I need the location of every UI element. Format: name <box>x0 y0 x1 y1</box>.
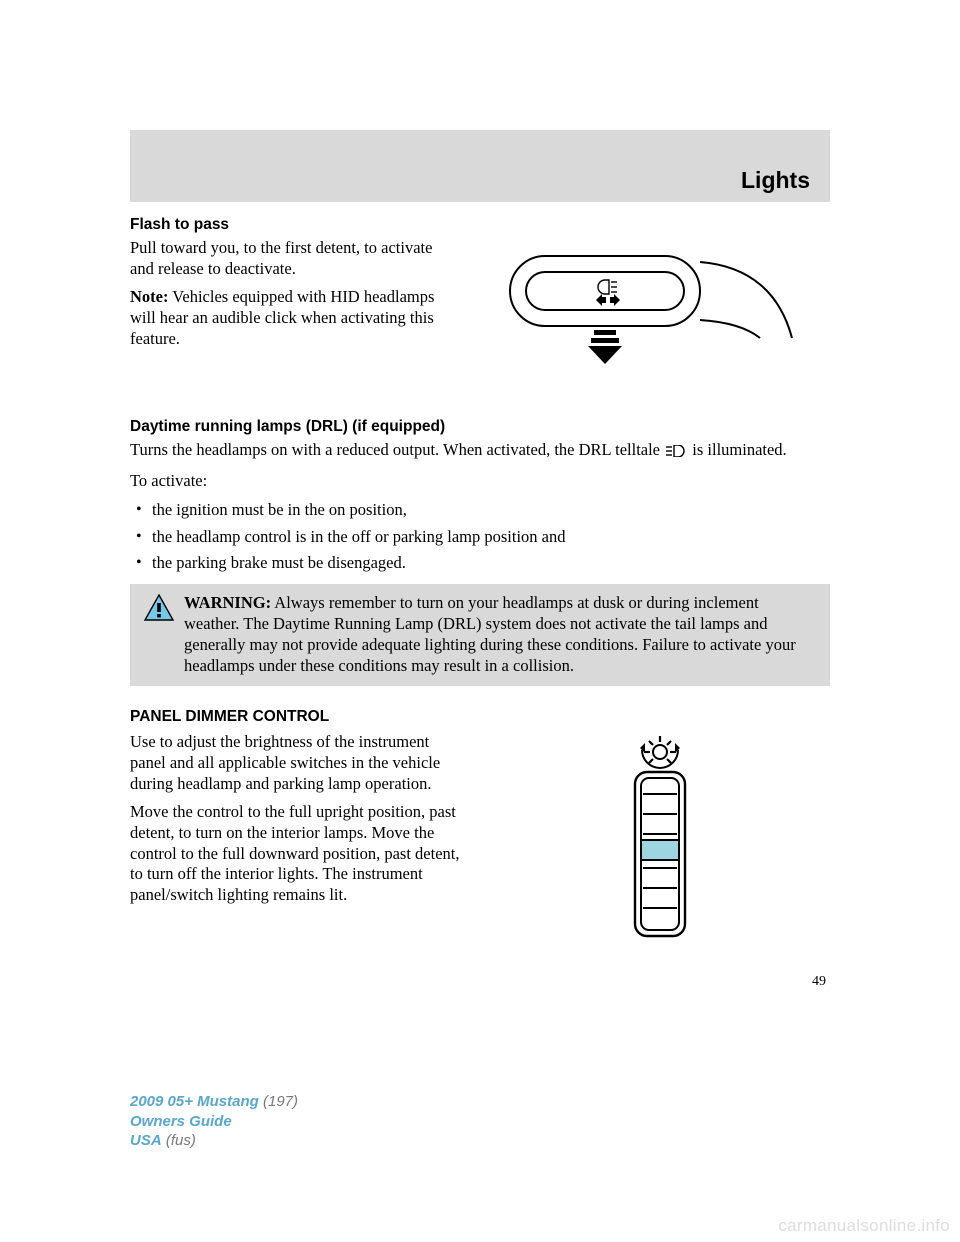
dimmer-p2: Move the control to the full upright pos… <box>130 802 460 905</box>
watermark: carmanualsonline.info <box>778 1216 950 1236</box>
page-content: Lights Flash to pass Pull toward you, to… <box>130 130 830 990</box>
dimmer-text-column: Use to adjust the brightness of the inst… <box>130 732 460 913</box>
flash-section: Pull toward you, to the first detent, to… <box>130 238 830 388</box>
header-band: Lights <box>130 130 830 202</box>
dimmer-heading: PANEL DIMMER CONTROL <box>130 708 830 726</box>
drl-bullets: the ignition must be in the on position,… <box>130 499 830 574</box>
note-body: Vehicles equipped with HID headlamps wil… <box>130 287 434 347</box>
dimmer-figure <box>490 732 830 946</box>
footer-region-code: (fus) <box>162 1132 196 1149</box>
warning-triangle-icon <box>144 594 174 622</box>
flash-p1: Pull toward you, to the first detent, to… <box>130 238 450 279</box>
dimmer-section: Use to adjust the brightness of the inst… <box>130 732 830 946</box>
footer-line-3: USA (fus) <box>130 1131 298 1151</box>
drl-bullet-1: the ignition must be in the on position, <box>130 499 830 521</box>
footer-model: 2009 05+ Mustang <box>130 1093 259 1110</box>
warning-label: WARNING: <box>184 593 271 612</box>
doc-footer: 2009 05+ Mustang (197) Owners Guide USA … <box>130 1092 298 1151</box>
footer-guide: Owners Guide <box>130 1112 298 1132</box>
drl-activate-label: To activate: <box>130 471 830 492</box>
warning-text: WARNING: Always remember to turn on your… <box>184 592 816 676</box>
flash-heading: Flash to pass <box>130 216 830 234</box>
dimmer-control-icon <box>605 736 715 946</box>
footer-line-1: 2009 05+ Mustang (197) <box>130 1092 298 1112</box>
page-title: Lights <box>741 167 810 194</box>
footer-region: USA <box>130 1132 162 1149</box>
flash-text-column: Pull toward you, to the first detent, to… <box>130 238 450 357</box>
drl-bullet-3: the parking brake must be disengaged. <box>130 552 830 574</box>
footer-model-code: (197) <box>259 1093 298 1110</box>
flash-note: Note: Vehicles equipped with HID headlam… <box>130 287 450 349</box>
drl-p1b: is illuminated. <box>688 440 787 459</box>
note-label: Note: <box>130 287 168 306</box>
drl-telltale-icon <box>666 442 686 463</box>
drl-bullet-2: the headlamp control is in the off or pa… <box>130 526 830 548</box>
dimmer-p1: Use to adjust the brightness of the inst… <box>130 732 460 794</box>
drl-heading: Daytime running lamps (DRL) (if equipped… <box>130 418 830 436</box>
drl-p1a: Turns the headlamps on with a reduced ou… <box>130 440 664 459</box>
page-number: 49 <box>130 974 830 990</box>
warning-box: WARNING: Always remember to turn on your… <box>130 584 830 686</box>
stalk-lever-icon <box>500 238 800 388</box>
warning-body: Always remember to turn on your headlamp… <box>184 593 796 675</box>
drl-p1: Turns the headlamps on with a reduced ou… <box>130 440 830 463</box>
flash-figure <box>470 238 830 388</box>
